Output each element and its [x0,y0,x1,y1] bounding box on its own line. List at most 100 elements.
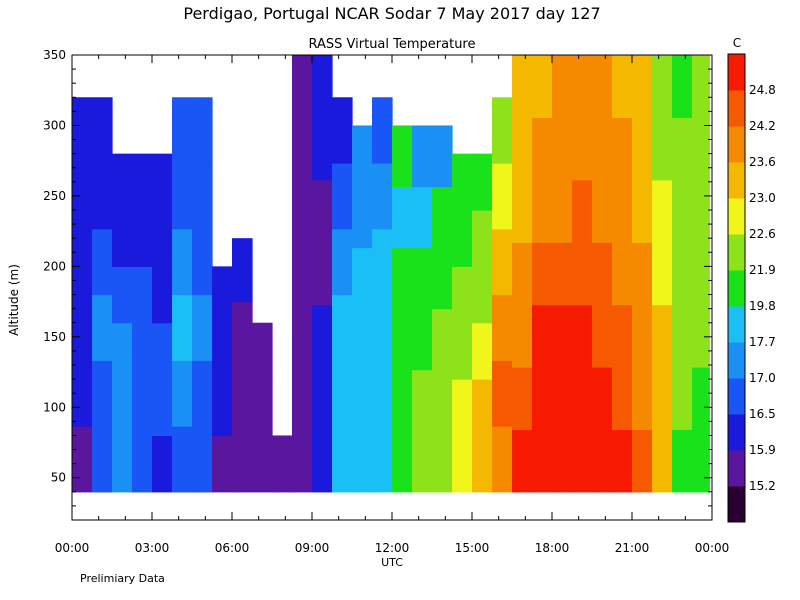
heatmap-cell [132,435,153,493]
heatmap-cell [432,125,453,188]
heatmap-cell [452,210,473,267]
heatmap-cell [472,153,493,211]
heatmap-cell [132,153,153,211]
heatmap-cell [312,117,333,181]
heatmap-cell [132,210,153,267]
colorbar-swatch [728,54,745,91]
heatmap-cell [72,294,93,361]
heatmap-cell [352,369,373,432]
heatmap-cell [392,308,413,371]
heatmap-cell [112,210,133,267]
heatmap-cell [232,238,253,303]
heatmap-cell [192,228,213,296]
heatmap-cell [292,242,313,306]
heatmap-cell [312,429,333,493]
heatmap-cell [452,379,473,437]
heatmap-cell [592,117,613,181]
heatmap-cell [272,435,293,465]
heatmap-cell [592,304,613,368]
heatmap-cell [112,379,133,437]
heatmap-cell [212,322,233,380]
heatmap-cell [492,426,513,493]
heatmap-cell [372,426,393,493]
heatmap-cell [632,242,653,306]
heatmap-cell [672,179,693,243]
heatmap-cell [192,426,213,493]
heatmap-cell [72,163,93,230]
heatmap-cell [212,435,233,493]
colorbar-label: 19.8 [749,299,776,313]
colorbar-swatch [728,414,745,451]
heatmap-cell [492,360,513,427]
heatmap-cell [512,179,533,243]
x-tick-label: 12:00 [375,541,410,555]
heatmap-cell [332,360,353,427]
colorbar-label: 15.2 [749,479,776,493]
heatmap-cell [392,186,413,249]
heatmap-cells [72,55,710,493]
heatmap-cell [292,367,313,431]
heatmap-cell [332,426,353,493]
heatmap-cell [672,304,693,368]
heatmap-cell [492,97,513,164]
heatmap-cell [152,210,173,267]
heatmap-cell [272,463,293,493]
heatmap-cell [312,55,333,118]
colorbar-label: 21.9 [749,263,776,277]
x-tick-label: 18:00 [535,541,570,555]
heatmap-cell [472,210,493,267]
heatmap-cell [172,163,193,230]
heatmap-cell [692,429,710,493]
heatmap-cell [92,360,113,427]
heatmap-cell [632,429,653,493]
heatmap-cell [472,322,493,380]
x-tick-label: 09:00 [295,541,330,555]
heatmap-cell [92,426,113,493]
heatmap-cell [532,304,553,368]
x-tick-label: 00:00 [55,541,90,555]
heatmap-cell [632,179,653,243]
heatmap-cell [132,379,153,437]
heatmap-cell [472,379,493,437]
heatmap-cell [392,125,413,188]
heatmap-cell [492,228,513,296]
heatmap-cell [352,186,373,249]
heatmap-cell [312,242,333,306]
colorbar-frame [727,53,746,523]
heatmap-cell [572,429,593,493]
heatmap-cell [572,179,593,243]
heatmap-cell [312,179,333,243]
plot-area [71,54,713,521]
heatmap-cell [512,242,533,306]
heatmap-cell [252,322,273,380]
heatmap-cell [432,308,453,371]
heatmap-cell [592,367,613,431]
x-axis: 00:00 03:00 06:00 09:00 12:00 15:00 18:00 21:00… [55,55,729,555]
heatmap-cell [372,97,393,164]
heatmap-cell [692,242,710,306]
y-tick-label: 150 [43,330,66,344]
heatmap-cell [72,228,93,296]
heatmap-cell [72,426,93,493]
colorbar-label: 16.5 [749,407,776,421]
heatmap-cell [652,179,673,243]
heatmap-cell [372,294,393,361]
heatmap-cell [292,117,313,181]
heatmap-cell [352,430,373,493]
heatmap-cell [212,379,233,437]
heatmap-cell [392,369,413,432]
heatmap-cell [92,294,113,361]
colorbar-swatch [728,342,745,379]
x-tick-label: 06:00 [215,541,250,555]
heatmap-cell [552,367,573,431]
heatmap-cell [672,117,693,181]
y-tick-label: 50 [51,471,66,485]
heatmap-cell [252,379,273,437]
colorbar-swatch [728,486,745,523]
heatmap-cell [672,429,693,493]
heatmap-cell [172,294,193,361]
heatmap-cell [532,117,553,181]
x-tick-label: 15:00 [455,541,490,555]
heatmap-cell [312,367,333,431]
